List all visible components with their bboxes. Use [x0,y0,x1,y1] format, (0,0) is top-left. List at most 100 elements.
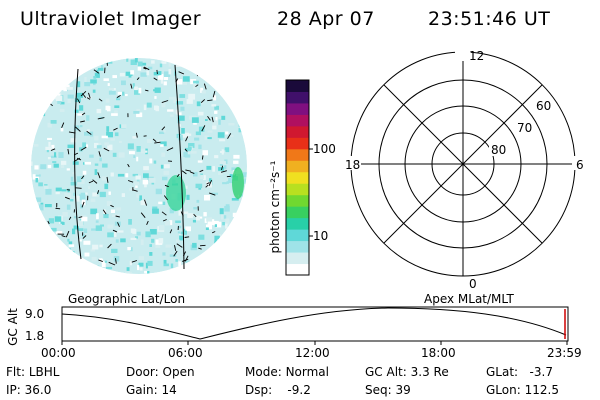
colorbar-cell [286,206,309,219]
speckle [176,61,181,64]
speckle [129,58,134,60]
speckle [56,86,62,91]
speckle [248,150,250,154]
coastline-dash [81,175,85,180]
coastline-dash [61,122,65,128]
speckle [44,184,48,187]
speckle [58,91,62,95]
speckle [94,72,100,78]
speckle [67,188,70,193]
speckle [117,173,125,177]
coastline-dash [102,209,107,215]
speckle [32,276,34,277]
speckle [92,265,99,269]
speckle [132,83,135,89]
timeline-y-tick-top: 9.0 [25,307,45,321]
coastline-dash [127,163,130,168]
speckle [181,211,189,214]
speckle [206,224,212,230]
speckle [51,270,58,274]
speckle [87,129,90,133]
speckle [226,181,229,184]
meridian-line-left [74,68,82,260]
speckle [107,144,113,151]
speckle [119,140,122,143]
speckle [169,208,174,214]
coastline-dash [55,207,61,210]
speckle [120,238,126,243]
speckle [129,151,135,155]
speckle [185,133,192,136]
speckle [222,182,227,185]
speckle [198,234,205,240]
coastline-dash [112,229,118,233]
speckle [242,107,247,112]
speckle [128,219,132,225]
speckle [163,130,166,133]
info-ip: IP: 36.0 [6,383,52,397]
colorbar-cell [286,240,309,253]
speckle [72,172,76,175]
speckle [219,161,226,166]
colorbar-cell [286,125,309,138]
speckle [65,245,69,249]
speckle [245,58,247,61]
speckle [130,237,137,240]
speckle [103,78,109,81]
speckle [181,80,187,85]
speckle [168,69,172,75]
coastline-dash [185,169,191,172]
speckle [135,175,141,180]
speckle [245,193,247,197]
speckle [222,222,225,226]
speckle [225,223,228,229]
speckle [198,216,203,219]
speckle [106,126,110,132]
speckle [162,201,166,205]
speckle [193,172,198,177]
speckle [134,86,138,91]
coastline-dash [50,74,57,79]
speckle [90,79,97,84]
speckle [232,92,236,97]
speckle [38,223,42,226]
speckle [169,114,174,117]
speckle [94,163,99,166]
speckle [114,132,119,137]
speckle [233,154,240,159]
speckle [163,75,168,80]
speckle [80,192,86,198]
colorbar-cell [286,137,309,150]
speckle [185,226,191,232]
speckle [203,275,206,277]
speckle [163,81,167,86]
speckle [163,259,167,265]
speckle [38,215,41,220]
speckle [205,119,208,121]
speckle [227,243,234,247]
speckle [223,150,226,153]
speckle [94,272,99,274]
mlt-label-6: 6 [576,158,584,172]
speckle [168,61,172,67]
speckle [95,271,99,274]
speckle [96,194,102,197]
speckle [115,239,119,243]
speckle [107,83,110,86]
speckle [110,172,114,177]
speckle [237,74,242,78]
speckle [67,248,71,253]
speckle [136,112,143,118]
speckle [196,215,200,221]
coastline-dash [220,170,227,173]
speckle [136,146,141,152]
speckle [135,58,138,63]
speckle [31,236,36,240]
speckle [55,231,63,235]
speckle [118,152,125,158]
speckle [86,115,90,121]
coastline-dash [201,155,204,160]
speckle [231,167,238,171]
colorbar-tick-10-label: 10 [313,229,329,243]
coastline-dash [190,171,195,175]
